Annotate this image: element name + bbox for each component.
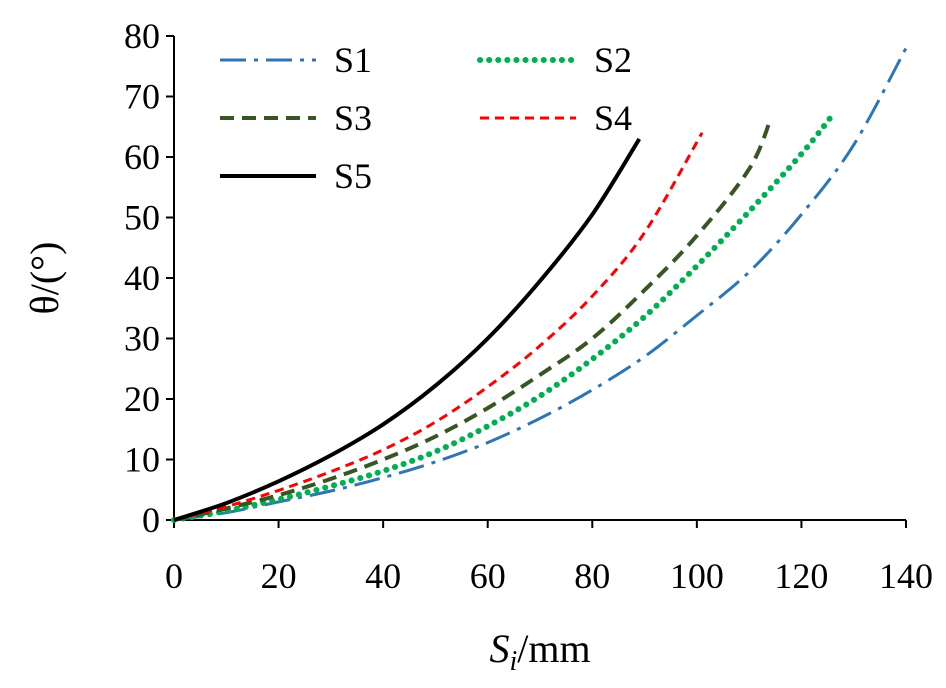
- series-line-s1: [173, 47, 908, 522]
- x-tick-label: 140: [879, 556, 933, 596]
- legend-label-s4: S4: [594, 98, 632, 138]
- legend-label-s2: S2: [594, 40, 632, 80]
- series-line-s4: [173, 132, 704, 522]
- x-axis-title-main: S: [489, 626, 509, 671]
- x-axis-title-unit: /mm: [517, 626, 590, 671]
- series-line-s5: [173, 137, 642, 522]
- x-tick-label: 60: [470, 556, 506, 596]
- y-tick-label: 60: [124, 137, 160, 177]
- ticks: 0 20 40 60 80 100 120 140 0 10 20 30 40 50 60 70 80: [124, 16, 933, 596]
- y-tick-label: 20: [124, 379, 160, 419]
- y-tick-label: 30: [124, 319, 160, 359]
- y-tick-label: 80: [124, 16, 160, 56]
- x-tick-label: 0: [165, 556, 183, 596]
- x-tick-label: 100: [670, 556, 724, 596]
- x-tick-label: 120: [774, 556, 828, 596]
- x-tick-label: 80: [574, 556, 610, 596]
- legend-label-s1: S1: [334, 40, 372, 80]
- y-tick-label: 10: [124, 440, 160, 480]
- x-tick-label: 20: [261, 556, 297, 596]
- legend-label-s3: S3: [334, 98, 372, 138]
- y-tick-label: 40: [124, 258, 160, 298]
- legend-label-s5: S5: [334, 156, 372, 196]
- x-axis-title: Si/mm: [489, 626, 590, 677]
- x-axis-title-sub: i: [509, 646, 517, 677]
- y-axis-title: θ/(°): [22, 242, 67, 315]
- y-tick-label: 70: [124, 77, 160, 117]
- y-tick-label: 50: [124, 198, 160, 238]
- series-line-s2: [171, 111, 836, 523]
- series-line-s3: [173, 119, 772, 522]
- series-layer: [171, 47, 908, 523]
- x-tick-label: 40: [365, 556, 401, 596]
- y-tick-label: 0: [142, 500, 160, 540]
- legend: S1 S2 S3 S4 S5: [220, 40, 632, 196]
